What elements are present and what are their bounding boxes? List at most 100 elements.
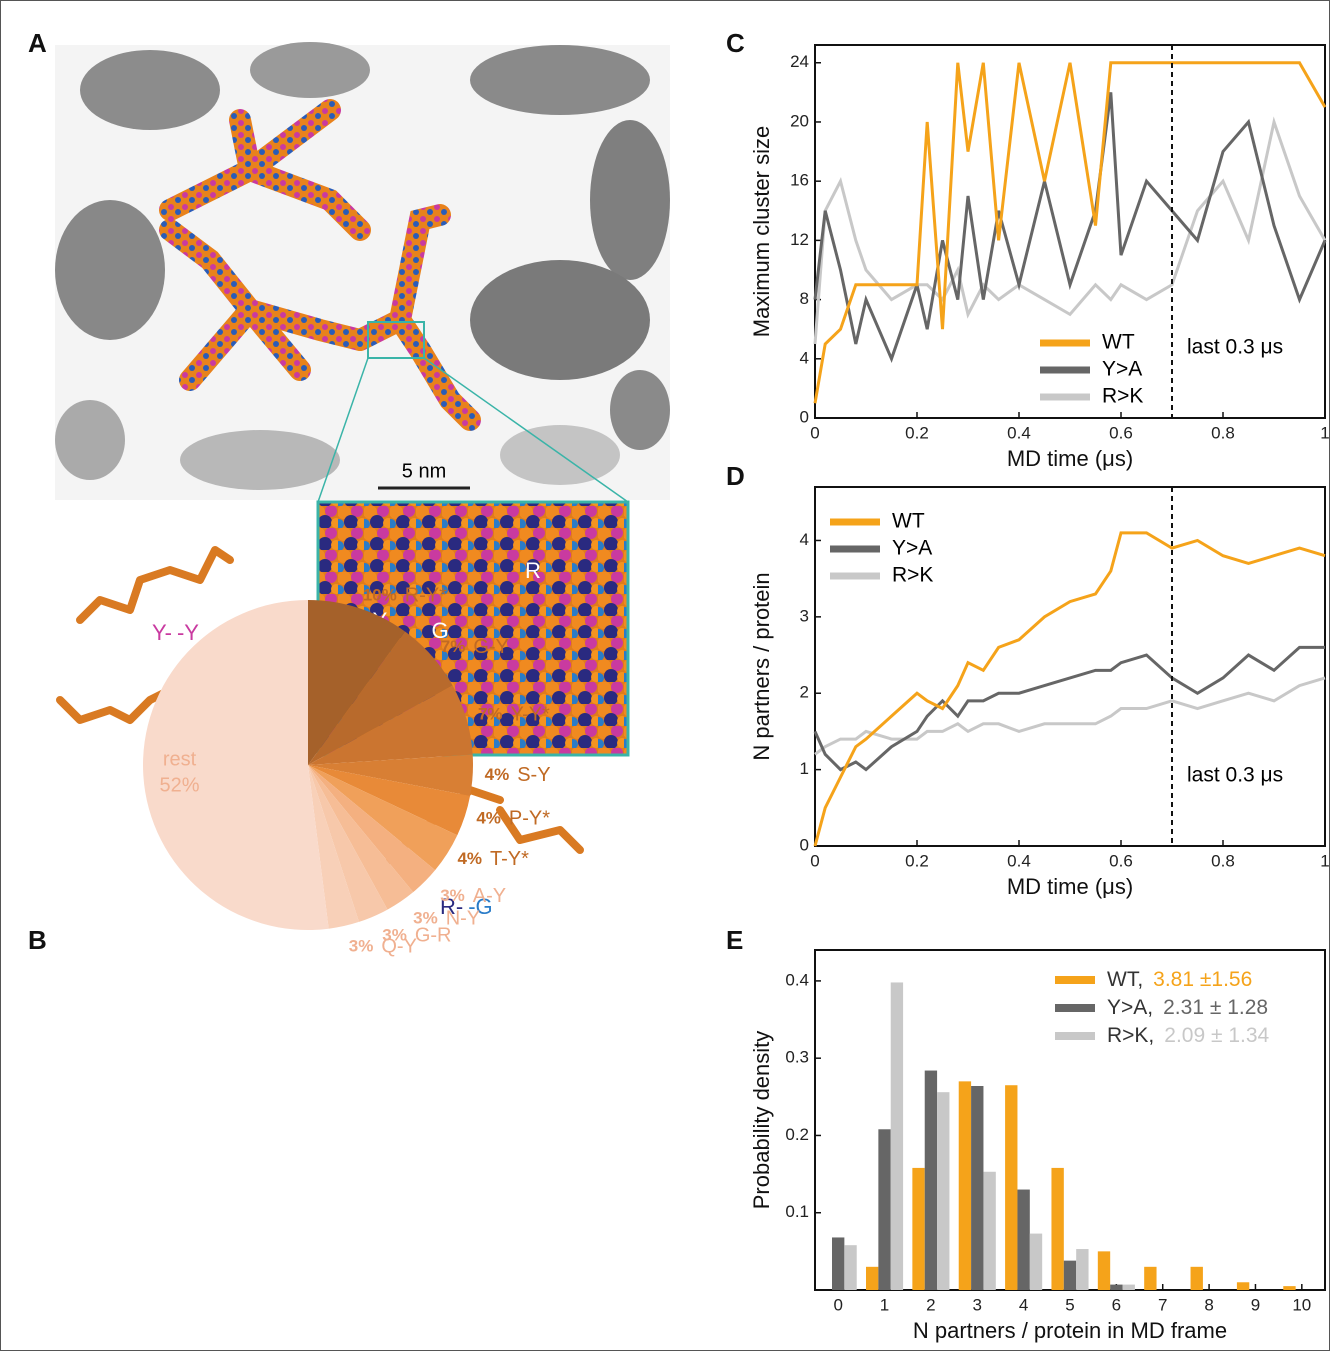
y-tick-label: 0.4 [785, 970, 809, 989]
data-line [815, 647, 1325, 769]
x-tick-label: 0 [833, 1295, 842, 1314]
bar [866, 1267, 878, 1290]
x-tick-label: 1 [880, 1295, 889, 1314]
pie-category-label: Y-Y* [511, 704, 551, 726]
x-tick-label: 1 [1320, 423, 1329, 442]
pie-value-label: 3% [349, 937, 374, 956]
bar [1110, 1285, 1122, 1290]
legend-label: Y>A [1102, 358, 1142, 381]
pie-label: 7%Y-Y* [478, 704, 550, 726]
pie-category-label: A-Y [473, 886, 506, 908]
x-tick-label: 2 [926, 1295, 935, 1314]
x-tick-label: 0.8 [1211, 851, 1235, 870]
legend-label: R>K,2.09 ± 1.34 [1107, 1024, 1270, 1047]
x-tick-label: 0.6 [1109, 423, 1133, 442]
y-axis-label: Probability density [749, 1031, 774, 1210]
pie-category-label: T-Y* [490, 848, 529, 870]
x-tick-label: 7 [1158, 1295, 1167, 1314]
pair-label: Y--Y [152, 620, 199, 645]
x-tick-label: 4 [1019, 1295, 1028, 1314]
bar [832, 1237, 844, 1290]
y-tick-label: 12 [790, 230, 809, 249]
x-tick-label: 0.2 [905, 851, 929, 870]
pie-category-label: P-Y* [509, 808, 550, 830]
bar [1237, 1282, 1249, 1290]
pie-value-label: 3% [440, 887, 465, 906]
pie-value-label: 10% [363, 586, 397, 605]
bar [1123, 1285, 1135, 1290]
y-tick-label: 0.2 [785, 1125, 809, 1144]
legend-name: R>K, [1107, 1024, 1154, 1047]
y-tick-label: 2 [800, 683, 809, 702]
pie-label: 4% T-Y* [457, 848, 529, 870]
panel-label: A [28, 28, 47, 58]
bar [891, 982, 903, 1290]
x-tick-label: 10 [1292, 1295, 1311, 1314]
pie-value-label: 4% [485, 766, 510, 785]
x-tick-label: 0.4 [1007, 851, 1031, 870]
bar [1017, 1190, 1029, 1290]
pie-label: 3% A-Y [440, 886, 506, 908]
y-tick-label: 8 [800, 289, 809, 308]
data-line [815, 92, 1325, 358]
pie-value-label: 4% [476, 809, 501, 828]
bar [1030, 1234, 1042, 1290]
data-line [815, 122, 1325, 344]
x-tick-label: 5 [1065, 1295, 1074, 1314]
bar [971, 1086, 983, 1290]
y-tick-label: 0.3 [785, 1048, 809, 1067]
bar [844, 1245, 856, 1290]
y-tick-label: 4 [800, 348, 809, 367]
bar [983, 1172, 995, 1290]
pie-category-label: G-Y [473, 636, 509, 658]
y-tick-label: 16 [790, 171, 809, 190]
bar [1051, 1168, 1063, 1290]
bar [937, 1092, 949, 1290]
bar [1098, 1251, 1110, 1290]
bar [912, 1168, 924, 1290]
legend-stat: 2.31 ± 1.28 [1163, 996, 1268, 1019]
panel-label: E [726, 925, 743, 955]
x-axis-label: N partners / protein in MD frame [913, 1318, 1227, 1343]
y-tick-label: 20 [790, 111, 809, 130]
legend-label: WT [892, 510, 925, 533]
legend-label: R>K [892, 564, 933, 587]
legend-label: Y>A [892, 537, 932, 560]
x-tick-label: 8 [1204, 1295, 1213, 1314]
y-tick-label: 3 [800, 606, 809, 625]
pie-value-label: 4% [457, 849, 482, 868]
x-tick-label: 0 [810, 851, 819, 870]
x-tick-label: 0 [810, 423, 819, 442]
y-tick-label: 0 [800, 835, 809, 854]
annotation: last 0.3 μs [1187, 336, 1283, 359]
bar [1144, 1267, 1156, 1290]
legend-name: Y>A, [1107, 996, 1153, 1019]
scale-bar-label: 5 nm [402, 460, 446, 482]
bar [1283, 1286, 1295, 1290]
legend-name: WT, [1107, 968, 1143, 991]
x-tick-label: 9 [1251, 1295, 1260, 1314]
pie-category-label: S-Y [517, 764, 550, 786]
x-tick-label: 0.2 [905, 423, 929, 442]
annotation: last 0.3 μs [1187, 764, 1283, 787]
pie-label: 7%G-Y [441, 636, 509, 658]
bar [925, 1071, 937, 1290]
x-tick-label: 3 [973, 1295, 982, 1314]
legend-label: WT [1102, 331, 1135, 354]
pie-label: rest [163, 748, 197, 770]
y-tick-label: 0 [800, 407, 809, 426]
bar [959, 1081, 971, 1290]
bar [1076, 1249, 1088, 1290]
x-tick-label: 6 [1112, 1295, 1121, 1314]
pie-label: 10%R-Y* [363, 585, 447, 607]
y-tick-label: 1 [800, 759, 809, 778]
panel-label: D [726, 461, 745, 491]
bar [1191, 1267, 1203, 1290]
figure: A B C D E 5 nm Y G R Y--Y Y--R R--G 0481… [0, 0, 1330, 1351]
pie-label: 4% S-Y [485, 764, 551, 786]
pie-value-label: 52% [160, 774, 200, 796]
bar [878, 1129, 890, 1290]
x-tick-label: 0.6 [1109, 851, 1133, 870]
legend-label: Y>A, 2.31 ± 1.28 [1107, 996, 1268, 1019]
legend-label: R>K [1102, 385, 1143, 408]
